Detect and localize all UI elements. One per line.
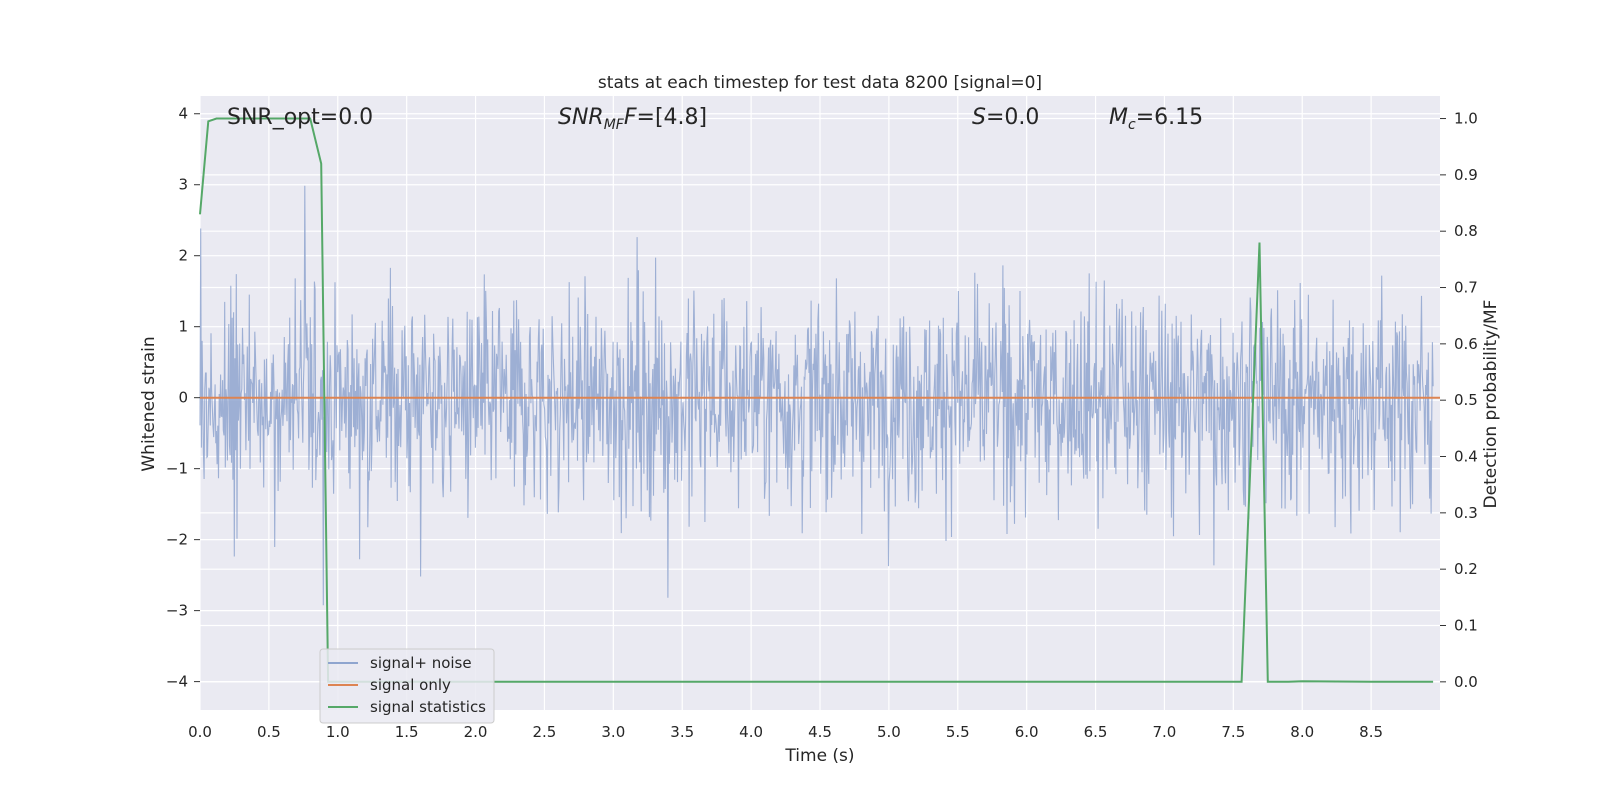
y-left-tick-label: 1	[178, 318, 188, 336]
annotation-snr-mf-val: =[4.8]	[637, 105, 708, 130]
x-tick-label: 4.5	[808, 723, 832, 741]
legend-label-signal-statistics: signal statistics	[370, 698, 486, 716]
x-tick-label: 8.0	[1290, 723, 1314, 741]
y-left-tick-label: 0	[178, 389, 188, 407]
y-left-tick-label: 3	[178, 176, 188, 194]
annotation-snr-mf-var: SNR	[558, 105, 604, 130]
annotation-mc-val: =6.15	[1136, 105, 1203, 130]
legend-label-signal-noise: signal+ noise	[370, 654, 472, 672]
x-tick-label: 3.5	[670, 723, 694, 741]
chart-title: stats at each timestep for test data 820…	[598, 73, 1042, 93]
y-left-tick-label: −2	[166, 531, 188, 549]
x-tick-label: 7.5	[1221, 723, 1245, 741]
annotation-snr-mf-sub: MF	[604, 117, 625, 133]
x-tick-label: 0.0	[188, 723, 212, 741]
x-tick-label: 5.5	[946, 723, 970, 741]
annotation-snr-opt: SNR_opt=0.0	[227, 105, 373, 130]
y-right-tick-label: 0.9	[1454, 166, 1478, 184]
y-right-tick-label: 0.4	[1454, 448, 1478, 466]
annotation-mc: Mc=6.15	[1109, 105, 1203, 133]
x-tick-label: 8.5	[1359, 723, 1383, 741]
x-tick-label: 3.0	[601, 723, 625, 741]
legend-box	[319, 648, 495, 724]
x-tick-label: 0.5	[257, 723, 281, 741]
annotation-s: S=0.0	[972, 105, 1039, 130]
y-right-tick-label: 0.3	[1454, 504, 1478, 522]
annotation-mc-sub: c	[1128, 117, 1136, 133]
annotation-snr-mf-f: F	[624, 105, 637, 130]
legend-label-signal-only: signal only	[370, 676, 451, 694]
x-tick-label: 1.0	[326, 723, 350, 741]
y-right-tick-label: 0.8	[1454, 222, 1478, 240]
x-tick-label: 6.5	[1084, 723, 1108, 741]
series-signal-statistics-line	[199, 117, 1434, 683]
legend: signal+ noise signal only signal statist…	[319, 648, 495, 724]
y-left-tick-label: −4	[166, 673, 188, 691]
x-tick-label: 2.5	[533, 723, 557, 741]
y-right-tick-label: 0.6	[1454, 335, 1478, 353]
y-left-tick-label: 4	[178, 105, 188, 123]
y-left-tick-label: −1	[166, 460, 188, 478]
y-right-tick-label: 0.7	[1454, 279, 1478, 297]
x-tick-label: 7.0	[1153, 723, 1177, 741]
y-right-tick-label: 0.2	[1454, 560, 1478, 578]
tick-labels: 0.0 0.5 1.0 1.5 2.0 2.5 3.0 3.5 4.0 4.5 5.0 5.5 6.0 6…	[166, 105, 1478, 741]
x-tick-label: 1.5	[395, 723, 419, 741]
y-right-tick-label: 0.5	[1454, 391, 1478, 409]
x-tick-label: 4.0	[739, 723, 763, 741]
y-left-tick-label: 2	[178, 247, 188, 265]
x-axis-label: Time (s)	[784, 746, 854, 766]
annotation-s-var: S	[972, 105, 986, 130]
y-axis-label-right: Detection probability/MF	[1481, 300, 1501, 509]
y-axis-label-left: Whitened strain	[139, 336, 159, 471]
annotation-mc-var: M	[1109, 105, 1128, 130]
line-series	[199, 117, 1440, 683]
y-right-tick-label: 1.0	[1454, 110, 1478, 128]
x-tick-label: 5.0	[877, 723, 901, 741]
y-right-tick-label: 0.0	[1454, 673, 1478, 691]
y-left-tick-label: −3	[166, 602, 188, 620]
x-tick-label: 2.0	[464, 723, 488, 741]
annotation-snr-mf: SNRMFF=[4.8]	[558, 105, 707, 133]
annotation-s-val: =0.0	[986, 105, 1039, 130]
x-tick-label: 6.0	[1015, 723, 1039, 741]
y-right-tick-label: 0.1	[1454, 617, 1478, 635]
